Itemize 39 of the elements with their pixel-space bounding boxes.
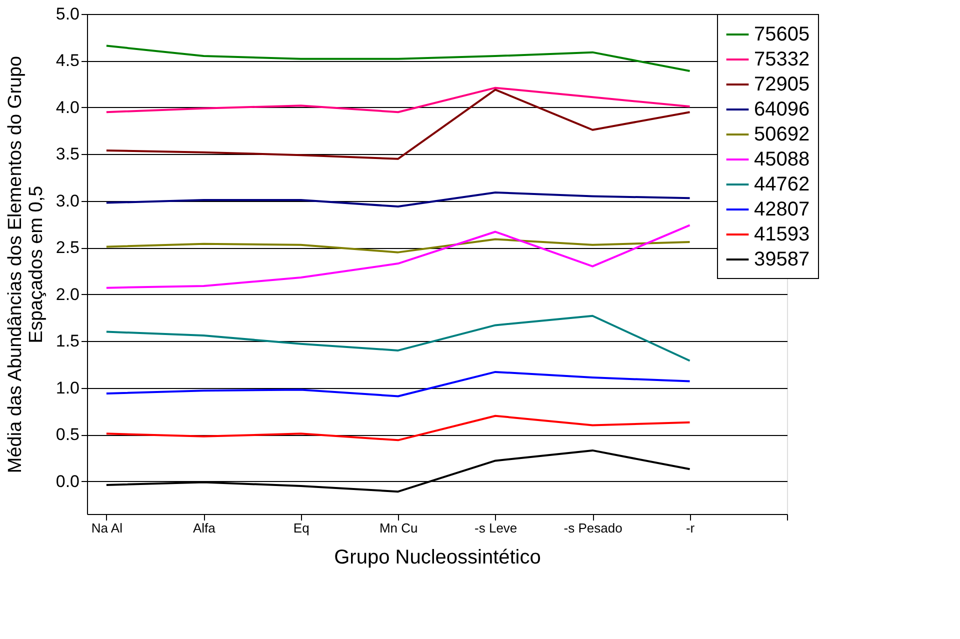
y-tick-label: 0.5 [56, 425, 80, 444]
y-tick-label: 1.0 [56, 378, 80, 398]
line-series [105, 414, 691, 442]
y-tick-label: 5.0 [56, 4, 80, 24]
legend-label: 42807 [754, 198, 810, 220]
legend-label: 72905 [754, 74, 810, 96]
legend-label: 44762 [754, 174, 810, 196]
x-axis-title: Grupo Nucleossintético [334, 546, 541, 568]
x-tick-label: Mn Cu [379, 520, 418, 536]
x-tick-label: Eq [293, 520, 310, 536]
legend-label: 45088 [754, 148, 810, 170]
x-tick-label: Na Al [91, 520, 123, 536]
y-tick-label: 4.0 [56, 98, 80, 117]
x-tick-label: -s Leve [474, 520, 518, 536]
x-tick-label: -r [686, 520, 696, 536]
legend-label: 75605 [754, 24, 810, 46]
y-tick-label: 0.0 [56, 472, 80, 491]
legend-label: 50692 [754, 124, 810, 146]
line-series [105, 86, 691, 114]
line-series [105, 88, 691, 160]
legend-label: 39587 [754, 248, 810, 270]
line-series [105, 238, 691, 254]
line-series [105, 224, 691, 289]
y-tick-label: 2.0 [56, 284, 80, 304]
line-series [105, 192, 691, 208]
x-tick-label: -s Pesado [564, 520, 622, 536]
legend-label: 64096 [754, 98, 810, 120]
y-tick-label: 2.5 [56, 238, 80, 258]
y-tick-label: 3.0 [56, 191, 80, 210]
y-axis-title: Média das Abundâncias dos Elementos do Grupo Espaçados em 0,5 [4, 56, 47, 474]
x-tick-label: Alfa [192, 520, 216, 536]
y-tick-label: 3.5 [56, 144, 80, 164]
line-series [105, 44, 691, 72]
y-tick-label: 1.5 [56, 332, 80, 351]
legend-label: 75332 [754, 48, 810, 70]
line-series [105, 370, 691, 398]
line-series [105, 314, 691, 362]
y-tick-label: 4.5 [56, 51, 80, 70]
legend-label: 41593 [754, 224, 810, 246]
